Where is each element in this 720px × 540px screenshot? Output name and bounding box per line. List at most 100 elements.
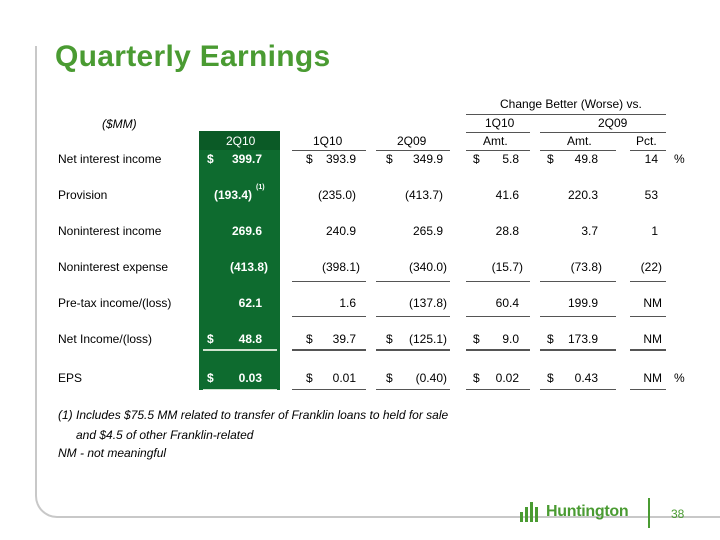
total-rule-2q10: [203, 349, 277, 351]
huntington-bars-icon: [520, 502, 542, 522]
dollar-sign: $: [207, 332, 214, 346]
row-label-net-income: Net Income/(loss): [58, 332, 153, 346]
subtotal-rule-2q09: [376, 281, 450, 282]
dollar-sign: $: [207, 152, 214, 166]
cell-2q10: (193.4): [213, 188, 252, 202]
subtotal-rule-1q10: [292, 281, 366, 282]
dollar-sign: $: [306, 371, 313, 385]
col-header-pct: Pct.: [636, 134, 657, 148]
group-header-1q10: 1Q10: [485, 116, 515, 130]
cell-pct: 14: [644, 152, 658, 166]
cell-amt-1q10: 5.8: [502, 152, 519, 166]
cell-pct: NM: [643, 296, 662, 310]
cell-2q09: 349.9: [412, 152, 443, 166]
footnote-marker: (1): [256, 184, 265, 191]
cell-1q10: (235.0): [317, 188, 356, 202]
cell-2q10: 399.7: [231, 152, 262, 166]
cell-amt-2q09: 220.3: [567, 188, 598, 202]
cell-pct: (22): [640, 260, 662, 274]
eps-rule-pct: [630, 389, 666, 390]
subtotal-rule-pct: [630, 281, 666, 282]
cell-pct: NM: [643, 371, 662, 385]
cell-pct: 53: [644, 188, 658, 202]
cell-amt-2q09: 173.9: [567, 332, 598, 346]
col-header-2q10: 2Q10: [226, 134, 256, 148]
cell-2q10: 48.8: [238, 332, 262, 346]
header-rule-1q10: [292, 150, 366, 151]
footnote-1: (1) Includes $75.5 MM related to transfe…: [58, 408, 449, 422]
dollar-sign: $: [207, 371, 214, 385]
eps-rule-amt1: [466, 389, 530, 390]
row-label-provision: Provision: [58, 188, 108, 202]
cell-1q10: 0.01: [332, 371, 356, 385]
eps-rule-1q10: [292, 389, 366, 390]
cell-amt-1q10: 41.6: [495, 188, 519, 202]
cell-2q09: (340.0): [408, 260, 447, 274]
cell-amt-1q10: (15.7): [491, 260, 523, 274]
subtotal-rule-amt1: [466, 281, 530, 282]
huntington-logo: Huntington: [520, 502, 629, 522]
highlight-column-header: [199, 131, 280, 150]
change-header-rule: [466, 114, 666, 115]
dollar-sign: $: [386, 332, 393, 346]
cell-1q10: 240.9: [325, 224, 356, 238]
cell-amt-2q09: 3.7: [581, 224, 598, 238]
cell-2q09: (125.1): [408, 332, 447, 346]
cell-amt-2q09: 49.8: [574, 152, 598, 166]
footnote-1-continued: and $4.5 of other Franklin-related: [76, 428, 254, 442]
row-label-net-interest-income: Net interest income: [58, 152, 162, 166]
pct-suffix: %: [674, 152, 685, 166]
subtotal-rule-2q09: [376, 316, 450, 317]
row-label-pretax-income: Pre-tax income/(loss): [58, 296, 172, 310]
cell-2q09: (413.7): [404, 188, 443, 202]
eps-rule-2q10: [203, 389, 277, 390]
col-header-amt-2q09: Amt.: [567, 134, 592, 148]
dollar-sign: $: [306, 152, 313, 166]
group-rule-1q10: [466, 132, 530, 133]
header-rule-amt1: [466, 150, 530, 151]
dollar-sign: $: [306, 332, 313, 346]
col-header-2q09: 2Q09: [397, 134, 427, 148]
dollar-sign: $: [547, 152, 554, 166]
footnote-nm: NM - not meaningful: [58, 446, 167, 460]
cell-2q10: 269.6: [231, 224, 262, 238]
cell-amt-1q10: 28.8: [495, 224, 519, 238]
cell-2q10: 62.1: [238, 296, 262, 310]
cell-amt-1q10: 60.4: [495, 296, 519, 310]
row-label-noninterest-expense: Noninterest expense: [58, 260, 169, 274]
dollar-sign: $: [386, 152, 393, 166]
units-label: ($MM): [102, 117, 137, 131]
dollar-sign: $: [473, 332, 480, 346]
cell-amt-2q09: (73.8): [570, 260, 602, 274]
subtotal-rule-amt2: [540, 316, 616, 317]
header-rule-amt2: [540, 150, 616, 151]
eps-rule-amt2: [540, 389, 616, 390]
dollar-sign: $: [473, 371, 480, 385]
footer-divider: [648, 498, 650, 528]
cell-2q09: (137.8): [408, 296, 447, 310]
total-rule-2q09: [376, 349, 450, 351]
total-rule-1q10: [292, 349, 366, 351]
subtotal-rule-1q10: [292, 316, 366, 317]
cell-amt-2q09: 199.9: [567, 296, 598, 310]
cell-1q10: 393.9: [325, 152, 356, 166]
cell-2q09: (0.40): [415, 371, 447, 385]
change-header: Change Better (Worse) vs.: [500, 97, 642, 111]
dollar-sign: $: [386, 371, 393, 385]
dollar-sign: $: [547, 371, 554, 385]
page-number: 38: [671, 507, 685, 521]
row-label-noninterest-income: Noninterest income: [58, 224, 162, 238]
cell-pct: NM: [643, 332, 662, 346]
total-rule-amt1: [466, 349, 530, 351]
slide-frame: [35, 46, 720, 518]
group-rule-2q09: [540, 132, 666, 133]
total-rule-pct: [630, 349, 666, 351]
subtotal-rule-amt2: [540, 281, 616, 282]
logo-text: Huntington: [546, 503, 629, 520]
cell-1q10: (398.1): [321, 260, 360, 274]
cell-2q10: 0.03: [238, 371, 262, 385]
dollar-sign: $: [547, 332, 554, 346]
cell-1q10: 1.6: [339, 296, 356, 310]
row-label-eps: EPS: [58, 371, 83, 385]
cell-1q10: 39.7: [332, 332, 356, 346]
